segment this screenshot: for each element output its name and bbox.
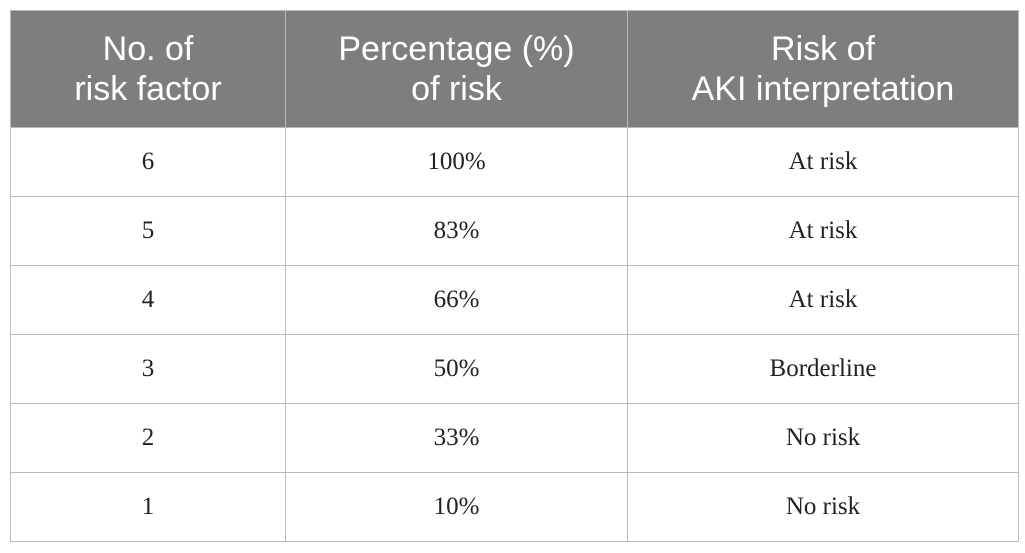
cell-percentage: 10% — [285, 472, 628, 542]
cell-interpretation: Borderline — [627, 334, 1019, 404]
cell-risk-factor-count: 5 — [10, 196, 286, 266]
cell-risk-factor-count: 6 — [10, 127, 286, 197]
table-row: 4 66% At risk — [10, 265, 1019, 335]
header-line: of risk — [411, 70, 502, 108]
cell-interpretation: No risk — [627, 403, 1019, 473]
table-body: 6 100% At risk 5 83% At risk 4 66% At ri… — [10, 127, 1019, 542]
header-line: No. of — [102, 30, 194, 68]
cell-risk-factor-count: 1 — [10, 472, 286, 542]
table-row: 5 83% At risk — [10, 196, 1019, 266]
cell-percentage: 66% — [285, 265, 628, 335]
table-header: No. of risk factor Percentage (%) of ris… — [10, 10, 1019, 128]
cell-risk-factor-count: 3 — [10, 334, 286, 404]
header-cell-percentage: Percentage (%) of risk — [285, 10, 628, 128]
risk-table-container: No. of risk factor Percentage (%) of ris… — [10, 10, 1019, 542]
cell-risk-factor-count: 4 — [10, 265, 286, 335]
cell-interpretation: No risk — [627, 472, 1019, 542]
header-line: Risk of — [771, 30, 875, 68]
cell-interpretation: At risk — [627, 265, 1019, 335]
cell-risk-factor-count: 2 — [10, 403, 286, 473]
table-row: 6 100% At risk — [10, 127, 1019, 197]
header-row: No. of risk factor Percentage (%) of ris… — [10, 10, 1019, 128]
cell-percentage: 33% — [285, 403, 628, 473]
table-row: 2 33% No risk — [10, 403, 1019, 473]
header-cell-risk-factor-count: No. of risk factor — [10, 10, 286, 128]
cell-percentage: 100% — [285, 127, 628, 197]
header-line: Percentage (%) — [338, 30, 575, 68]
header-line: AKI interpretation — [691, 70, 955, 108]
table-row: 3 50% Borderline — [10, 334, 1019, 404]
cell-interpretation: At risk — [627, 127, 1019, 197]
cell-interpretation: At risk — [627, 196, 1019, 266]
aki-risk-table: No. of risk factor Percentage (%) of ris… — [10, 10, 1019, 542]
header-cell-interpretation: Risk of AKI interpretation — [627, 10, 1019, 128]
cell-percentage: 50% — [285, 334, 628, 404]
cell-percentage: 83% — [285, 196, 628, 266]
header-line: risk factor — [74, 70, 222, 108]
table-row: 1 10% No risk — [10, 472, 1019, 542]
